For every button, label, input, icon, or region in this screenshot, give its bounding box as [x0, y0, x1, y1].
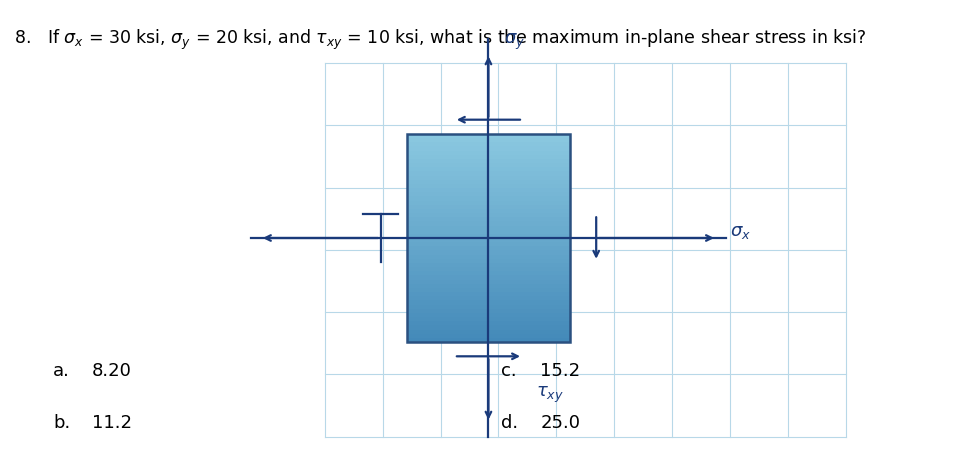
Text: b.: b.	[54, 414, 70, 432]
Bar	[406, 267, 571, 271]
Bar	[406, 313, 571, 317]
Bar	[406, 263, 571, 267]
Bar	[406, 167, 571, 171]
Bar	[406, 309, 571, 313]
Text: c.: c.	[502, 362, 517, 380]
Text: 11.2: 11.2	[92, 414, 131, 432]
Bar	[406, 321, 571, 326]
Bar	[406, 147, 571, 150]
Bar	[406, 192, 571, 197]
Bar	[406, 134, 571, 342]
Bar	[406, 184, 571, 188]
Bar	[406, 217, 571, 221]
Bar	[406, 329, 571, 334]
Bar	[406, 259, 571, 263]
Bar	[406, 338, 571, 342]
Bar	[406, 176, 571, 180]
Bar	[406, 250, 571, 255]
Bar	[406, 317, 571, 321]
Bar	[406, 234, 571, 238]
Bar	[406, 226, 571, 230]
Text: $\tau_{xy}$: $\tau_{xy}$	[536, 384, 564, 405]
Text: 8.20: 8.20	[92, 362, 131, 380]
Bar	[406, 279, 571, 284]
Bar	[406, 209, 571, 213]
Bar	[406, 284, 571, 288]
Bar	[406, 255, 571, 259]
Bar	[406, 271, 571, 276]
Text: d.: d.	[502, 414, 518, 432]
Bar	[406, 296, 571, 300]
Bar	[406, 159, 571, 163]
Bar	[406, 292, 571, 296]
Text: 8.   If $\sigma_x$ = 30 ksi, $\sigma_y$ = 20 ksi, and $\tau_{xy}$ = 10 ksi, what: 8. If $\sigma_x$ = 30 ksi, $\sigma_y$ = …	[15, 28, 867, 51]
Bar	[406, 150, 571, 155]
Bar	[406, 180, 571, 184]
Bar	[406, 200, 571, 205]
Bar	[406, 288, 571, 292]
Bar	[406, 300, 571, 305]
Text: $\sigma_y$: $\sigma_y$	[504, 32, 525, 52]
Bar	[406, 205, 571, 209]
Text: 15.2: 15.2	[541, 362, 581, 380]
Bar	[406, 213, 571, 217]
Bar	[406, 230, 571, 234]
Bar	[406, 221, 571, 226]
Bar	[406, 238, 571, 242]
Bar	[406, 246, 571, 250]
Bar	[406, 138, 571, 142]
Bar	[406, 163, 571, 167]
Bar	[406, 334, 571, 338]
Bar	[406, 134, 571, 138]
Bar	[406, 305, 571, 309]
Text: a.: a.	[54, 362, 70, 380]
Text: $\sigma_x$: $\sigma_x$	[730, 223, 751, 241]
Bar	[406, 276, 571, 279]
Bar	[406, 188, 571, 192]
Bar	[406, 155, 571, 159]
Bar	[406, 171, 571, 176]
Bar	[406, 326, 571, 329]
Bar	[406, 197, 571, 200]
Bar	[406, 242, 571, 246]
Bar	[406, 142, 571, 147]
Text: 25.0: 25.0	[541, 414, 581, 432]
